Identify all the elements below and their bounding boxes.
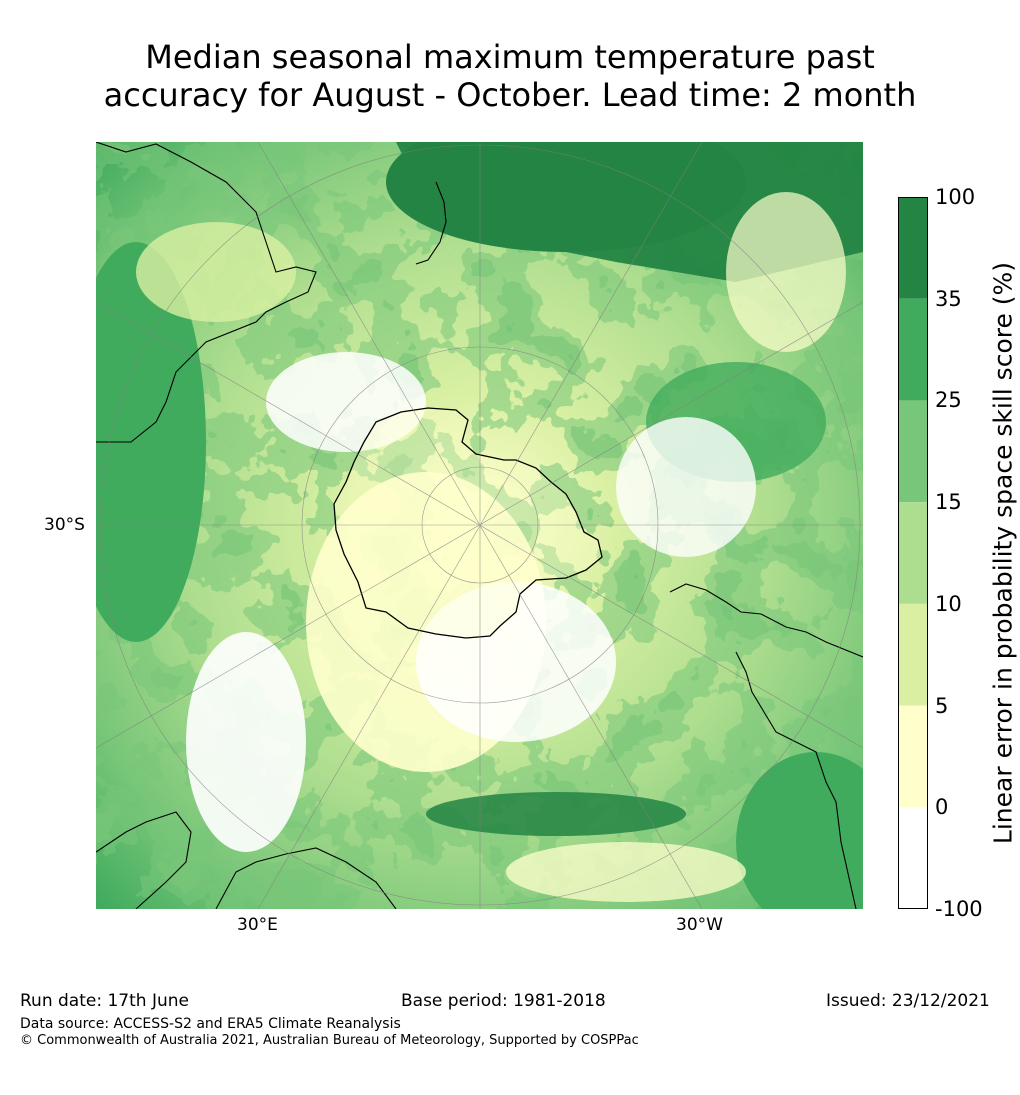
colorbar-bin — [898, 298, 928, 401]
colorbar-tick-label: 15 — [935, 490, 962, 515]
copyright: © Commonwealth of Australia 2021, Austra… — [20, 1033, 639, 1048]
colorbar-bin — [898, 807, 928, 909]
colorbar-frame — [898, 197, 928, 909]
colorbar-bin — [898, 603, 928, 706]
colorbar-tick-label: -100 — [935, 897, 983, 921]
coastlines — [96, 142, 863, 909]
issued-date: Issued: 23/12/2021 — [826, 991, 990, 1011]
polar-skill-map — [96, 142, 863, 909]
map-canvas — [96, 142, 863, 909]
colorbar-tick-label: 25 — [935, 388, 962, 413]
colorbar-tick-label: 10 — [935, 591, 962, 616]
skill-patches — [96, 142, 863, 909]
colorbar-bin — [898, 502, 928, 604]
run-date: Run date: 17th June — [20, 991, 189, 1011]
antarctica-outline — [333, 407, 603, 639]
title-line-2: accuracy for August - October. Lead time… — [103, 76, 917, 114]
colorbar-swatches — [898, 197, 928, 909]
colorbar-bin — [898, 197, 928, 299]
colorbar-tick-label: 5 — [935, 693, 949, 718]
longitude-label-30w: 30°W — [676, 915, 723, 935]
colorbar-tick-label: 35 — [935, 286, 962, 311]
longitude-label-30e: 30°E — [237, 915, 278, 935]
chart-title: Median seasonal maximum temperature past… — [0, 38, 1020, 114]
colorbar-tick-label: 0 — [935, 795, 949, 820]
graticule — [96, 142, 863, 909]
latitude-label-30s: 30°S — [44, 515, 85, 535]
colorbar-bin — [898, 705, 928, 808]
colorbar-title: Linear error in probability space skill … — [988, 261, 1018, 845]
data-source: Data source: ACCESS-S2 and ERA5 Climate … — [20, 1016, 401, 1032]
colorbar-tick-label: 100 — [935, 185, 976, 209]
colorbar — [898, 197, 928, 909]
base-period: Base period: 1981-2018 — [401, 991, 606, 1011]
title-line-1: Median seasonal maximum temperature past — [145, 38, 875, 76]
colorbar-bin — [898, 400, 928, 503]
